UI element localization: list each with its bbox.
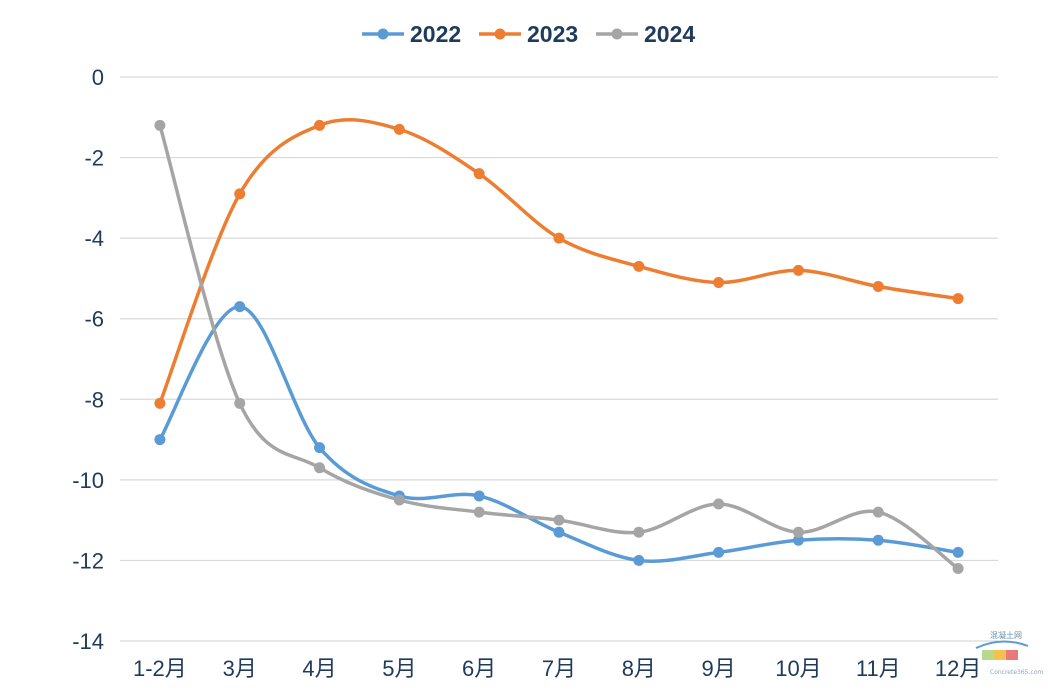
data-point [154, 434, 166, 446]
watermark-logo: 混凝土网 Concrete365.com [975, 630, 1043, 676]
x-tick-label: 5月 [382, 656, 416, 681]
y-tick-label: -14 [72, 629, 104, 654]
data-point [713, 276, 725, 288]
legend-item-2023: 2023 [479, 21, 578, 47]
data-point [553, 232, 565, 244]
x-tick-label: 8月 [622, 656, 656, 681]
data-point [154, 119, 166, 131]
series-2022 [154, 301, 964, 566]
series-line-2023 [158, 118, 960, 406]
data-point [952, 546, 964, 558]
data-point [393, 123, 405, 135]
gridlines [120, 76, 998, 642]
series-2024 [154, 119, 964, 574]
data-point [314, 119, 326, 131]
data-point [553, 514, 565, 526]
legend-item-2022: 2022 [362, 21, 461, 47]
data-point [713, 546, 725, 558]
y-tick-label: -2 [84, 146, 104, 171]
data-point [473, 168, 485, 180]
x-tick-label: 7月 [542, 656, 576, 681]
data-point [553, 526, 565, 538]
series-lines [154, 118, 964, 574]
series-line-2024 [158, 123, 960, 571]
data-point [234, 188, 246, 200]
legend-swatch-marker [377, 28, 389, 40]
data-point [713, 498, 725, 510]
x-tick-label: 9月 [702, 656, 736, 681]
y-axis-ticks: 0 -2 -4 -6 -8 -10 -12 -14 [72, 65, 104, 654]
x-tick-label: 4月 [302, 656, 336, 681]
data-point [234, 397, 246, 409]
data-point [792, 264, 804, 276]
data-point [792, 526, 804, 538]
x-tick-label: 1-2月 [133, 656, 187, 681]
legend-item-2024: 2024 [596, 21, 695, 47]
data-point [473, 490, 485, 502]
data-point [952, 562, 964, 574]
x-tick-label: 12月 [935, 656, 981, 681]
legend-label: 2024 [644, 21, 695, 47]
data-point [872, 280, 884, 292]
data-point [314, 462, 326, 474]
y-tick-label: -4 [84, 226, 104, 251]
y-tick-label: -8 [84, 387, 104, 412]
x-tick-label: 11月 [856, 656, 901, 681]
x-tick-label: 10月 [775, 656, 821, 681]
y-tick-label: 0 [92, 65, 104, 90]
data-point [872, 534, 884, 546]
data-point [633, 260, 645, 272]
x-tick-label: 3月 [223, 656, 257, 681]
x-tick-label: 6月 [462, 656, 496, 681]
series-2023 [154, 118, 964, 409]
data-point [633, 526, 645, 538]
data-point [473, 506, 485, 518]
watermark-subtext: Concrete365.com [990, 669, 1043, 676]
x-axis-ticks: 1-2月 3月 4月 5月 6月 7月 8月 9月 10月 11月 12月 [133, 656, 981, 681]
y-tick-label: -6 [84, 307, 104, 332]
data-point [314, 442, 326, 454]
data-point [792, 534, 804, 546]
legend-swatch-marker [611, 28, 623, 40]
watermark-text: 混凝土网 [990, 630, 1022, 640]
y-tick-label: -12 [72, 548, 104, 573]
data-point [952, 293, 964, 305]
legend: 2022 2023 2024 [362, 21, 695, 47]
y-tick-label: -10 [72, 468, 104, 493]
legend-swatch-marker [494, 28, 506, 40]
legend-label: 2023 [527, 21, 578, 47]
data-point [234, 301, 246, 313]
data-point [872, 506, 884, 518]
legend-label: 2022 [410, 21, 461, 47]
data-point [633, 554, 645, 566]
data-point [154, 397, 166, 409]
data-point [393, 494, 405, 506]
